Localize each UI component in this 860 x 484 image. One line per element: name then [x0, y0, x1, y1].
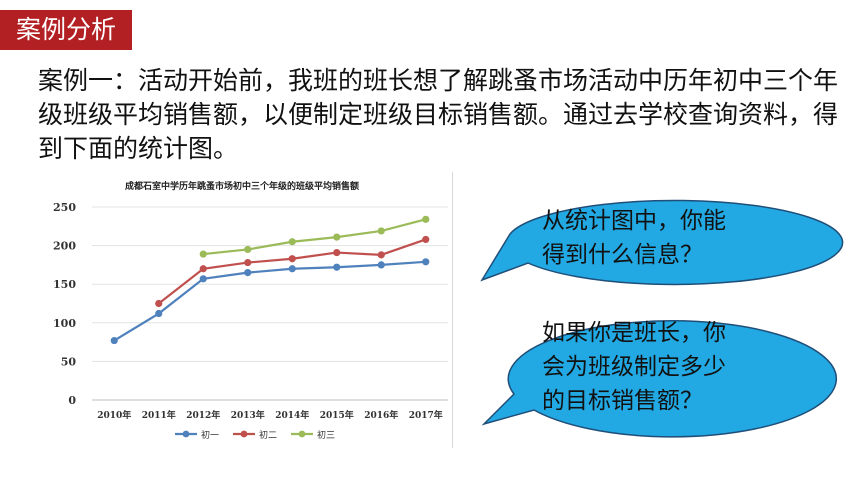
x-tick-label: 2012年 — [186, 409, 220, 421]
data-point — [244, 258, 252, 267]
chart-title: 成都石室中学历年跳蚤市场初中三个年级的班级平均销售额 — [125, 180, 359, 192]
series-line-初三 — [203, 218, 427, 256]
data-point — [199, 275, 207, 283]
bubble-top-line-2: 得到什么信息？ — [542, 242, 703, 268]
y-tick-label: 200 — [53, 240, 76, 253]
data-point — [288, 265, 296, 273]
section-title: 案例分析 — [0, 10, 132, 50]
data-point — [199, 265, 207, 273]
x-tick-label: 2015年 — [320, 409, 354, 421]
data-point — [377, 251, 385, 259]
data-point — [333, 263, 341, 271]
data-point — [244, 245, 252, 254]
y-tick-label: 100 — [53, 317, 76, 330]
data-point — [377, 261, 385, 269]
legend-label: 初二 — [259, 429, 277, 441]
x-tick-label: 2017年 — [409, 409, 443, 421]
data-point — [333, 248, 341, 257]
bubble-shape — [481, 320, 837, 438]
x-tick-label: 2014年 — [275, 409, 309, 421]
data-point — [422, 215, 430, 223]
bubble-bottom-line-2: 会为班级制定多少 — [542, 354, 726, 380]
data-point — [110, 336, 118, 345]
y-tick-label: 0 — [68, 394, 76, 407]
legend-marker — [240, 430, 248, 438]
data-point — [333, 233, 341, 241]
divider-line — [452, 172, 453, 448]
x-tick-label: 2011年 — [142, 409, 176, 421]
bubble-top-text: 从统计图中，你能 得到什么信息？ — [542, 204, 726, 272]
data-point — [422, 235, 430, 244]
data-point — [288, 238, 296, 246]
line-chart: 成都石室中学历年跳蚤市场初中三个年级的班级平均销售额 0 50 100 150 200 2… — [30, 170, 456, 448]
data-point — [244, 269, 252, 277]
case-description: 案例一：活动开始前，我班的班长想了解跳蚤市场活动中历年初中三个年级班级平均销售额… — [38, 66, 839, 163]
bubble-bottom-text: 如果你是班长，你 会为班级制定多少 的目标销售额？ — [542, 316, 726, 418]
series-line-初一 — [113, 260, 426, 342]
bubble-bottom-line-3: 的目标销售额？ — [542, 388, 703, 414]
x-tick-label: 2013年 — [231, 409, 265, 421]
bubble-top-line-1: 从统计图中，你能 — [542, 208, 726, 234]
y-tick-label: 250 — [53, 201, 76, 214]
bubble-bottom-line-1: 如果你是班长，你 — [542, 320, 726, 346]
data-point — [155, 309, 163, 318]
data-point — [199, 250, 207, 258]
y-tick-label: 150 — [53, 278, 76, 291]
line-chart-svg: 成都石室中学历年跳蚤市场初中三个年级的班级平均销售额 0 50 100 150 200 2… — [53, 180, 448, 441]
data-point — [288, 255, 296, 263]
bubble-shape — [480, 199, 844, 286]
data-point — [377, 227, 385, 235]
data-point — [422, 258, 430, 266]
legend-label: 初一 — [201, 429, 219, 441]
x-tick-label: 2010年 — [97, 409, 131, 421]
question-bubble-top — [480, 199, 844, 286]
question-bubble-bottom — [481, 320, 837, 438]
y-tick-label: 50 — [61, 355, 77, 368]
data-point — [155, 299, 163, 308]
legend-marker — [298, 430, 306, 438]
legend-marker — [182, 430, 190, 438]
x-tick-label: 2016年 — [364, 409, 398, 421]
legend-label: 初三 — [317, 429, 335, 441]
